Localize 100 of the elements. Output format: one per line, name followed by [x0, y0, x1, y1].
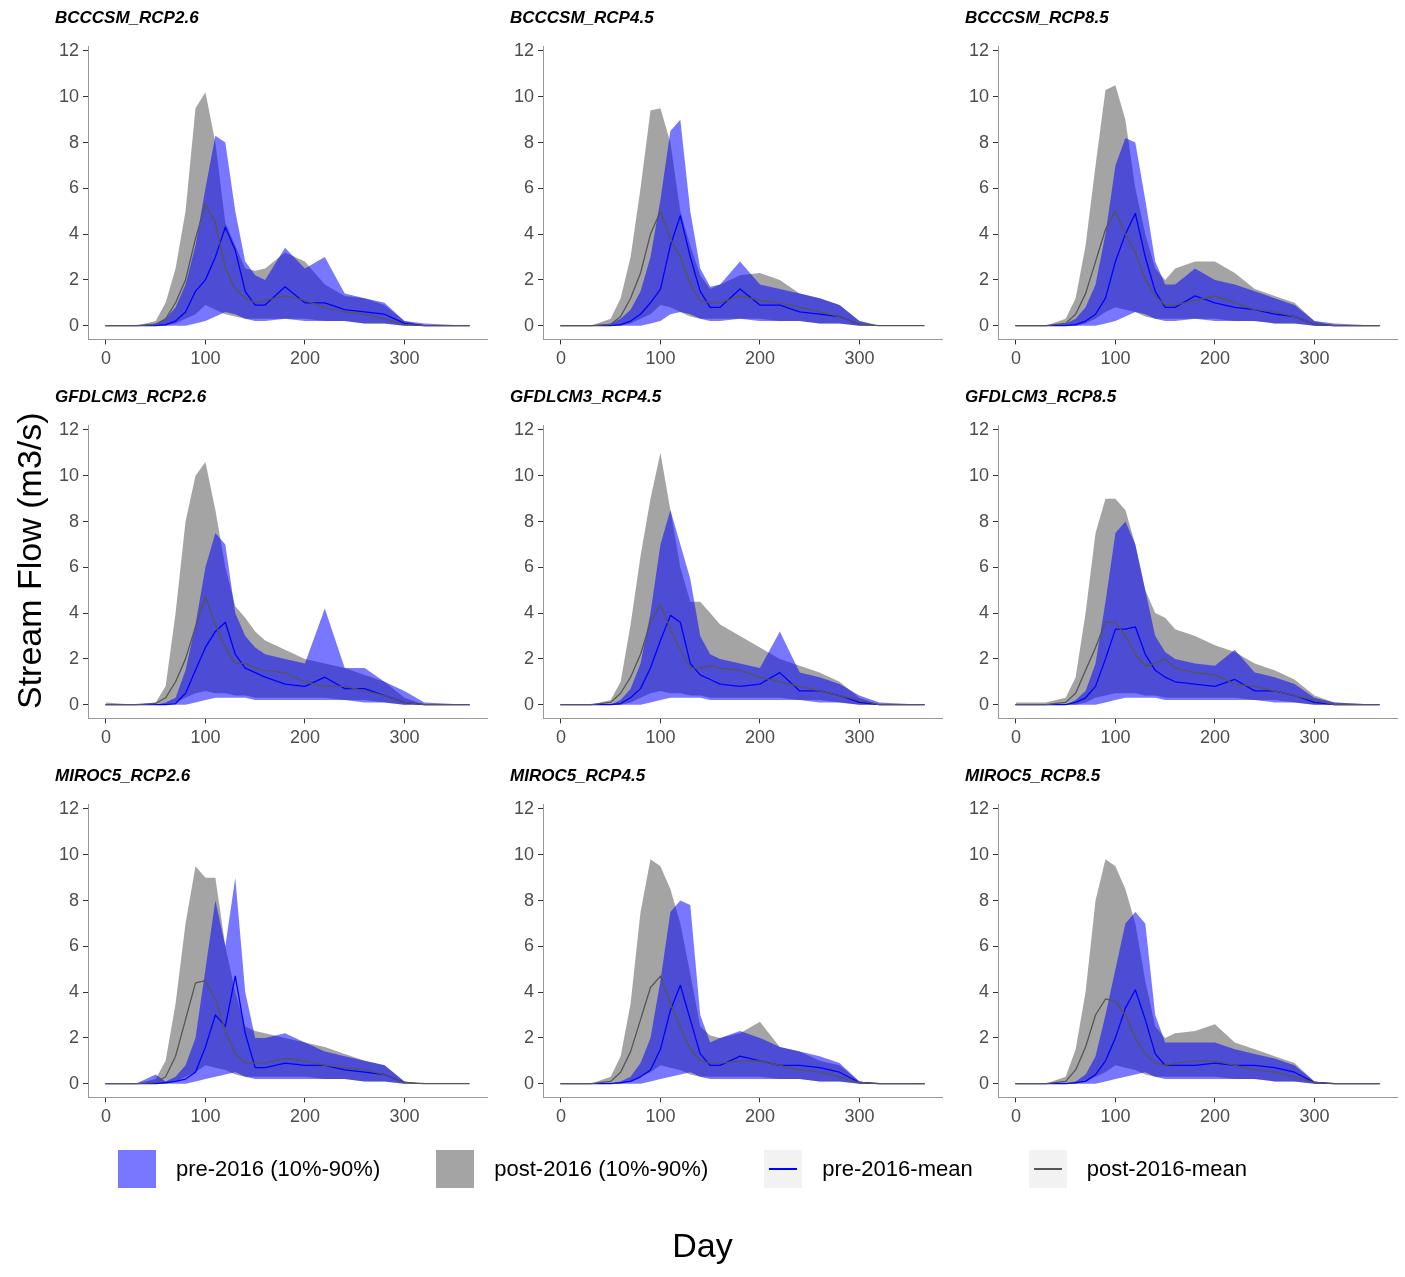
y-tick-label: 10: [968, 464, 990, 485]
y-tick-label: 0: [524, 314, 535, 335]
y-tick-label: 2: [524, 647, 535, 668]
y-tick-label: 12: [58, 418, 80, 439]
y-tick-label: 6: [69, 935, 80, 956]
y-tick-label: 12: [513, 797, 535, 818]
x-tick-label: 0: [100, 1106, 111, 1127]
y-tick-label: 4: [524, 981, 535, 1002]
y-tick-label: 6: [524, 177, 535, 198]
y-tick-label: 10: [58, 85, 80, 106]
x-tick-label: 100: [190, 727, 221, 748]
x-tick-label: 0: [1010, 348, 1021, 369]
x-tick-label: 300: [389, 727, 420, 748]
y-tick-label: 12: [513, 39, 535, 60]
x-tick-label: 0: [1010, 1106, 1021, 1127]
x-tick-label: 300: [1299, 348, 1330, 369]
y-axis-title: Stream Flow (m3/s): [10, 411, 49, 709]
y-tick-label: 12: [58, 797, 80, 818]
y-tick-label: 4: [979, 602, 990, 623]
x-tick-label: 100: [190, 348, 221, 369]
y-tick-label: 4: [979, 223, 990, 244]
y-tick-label: 10: [513, 85, 535, 106]
y-tick-label: 10: [513, 843, 535, 864]
text: post-2016 (10%-90%): [494, 1156, 709, 1182]
y-tick-label: 6: [69, 177, 80, 198]
x-tick-label: 0: [1010, 727, 1021, 748]
x-tick-label: 0: [555, 1106, 566, 1127]
x-tick-label: 100: [1100, 727, 1131, 748]
chart-title: MIROC5_RCP4.5: [510, 765, 646, 785]
y-tick-label: 0: [524, 693, 535, 714]
x-tick-label: 100: [645, 727, 676, 748]
y-tick-label: 4: [69, 602, 80, 623]
x-tick-label: 0: [555, 348, 566, 369]
y-tick-label: 8: [69, 131, 80, 152]
y-tick-label: 4: [979, 981, 990, 1002]
y-tick-label: 8: [524, 131, 535, 152]
x-tick-label: 200: [289, 1106, 320, 1127]
y-tick-label: 0: [69, 1072, 80, 1093]
chart-title: GFDLCM3_RCP8.5: [965, 386, 1117, 406]
chart-title: GFDLCM3_RCP2.6: [55, 386, 207, 406]
y-tick-label: 0: [979, 314, 990, 335]
x-tick-label: 0: [100, 348, 111, 369]
x-tick-label: 300: [389, 1106, 420, 1127]
x-tick-label: 0: [555, 727, 566, 748]
y-tick-label: 8: [979, 889, 990, 910]
y-tick-label: 10: [513, 464, 535, 485]
chart-title: BCCCSM_RCP2.6: [55, 7, 200, 27]
y-tick-label: 12: [968, 797, 990, 818]
x-tick-label: 300: [844, 1106, 875, 1127]
y-tick-label: 6: [524, 556, 535, 577]
chart-title: GFDLCM3_RCP4.5: [510, 386, 662, 406]
y-tick-label: 6: [979, 177, 990, 198]
chart-title: MIROC5_RCP2.6: [55, 765, 191, 785]
y-tick-label: 0: [979, 693, 990, 714]
y-tick-label: 2: [979, 1026, 990, 1047]
x-tick-label: 300: [1299, 1106, 1330, 1127]
x-tick-label: 300: [1299, 727, 1330, 748]
y-tick-label: 4: [524, 223, 535, 244]
y-tick-label: 0: [69, 693, 80, 714]
y-tick-label: 0: [979, 1072, 990, 1093]
x-tick-label: 100: [645, 1106, 676, 1127]
y-tick-label: 4: [524, 602, 535, 623]
y-tick-label: 2: [979, 647, 990, 668]
x-tick-label: 200: [289, 348, 320, 369]
y-tick-label: 6: [524, 935, 535, 956]
y-tick-label: 12: [968, 39, 990, 60]
y-tick-label: 2: [69, 647, 80, 668]
y-tick-label: 2: [524, 268, 535, 289]
chart-title: BCCCSM_RCP4.5: [510, 7, 655, 27]
x-tick-label: 200: [289, 727, 320, 748]
y-tick-label: 2: [69, 268, 80, 289]
x-tick-label: 100: [645, 348, 676, 369]
text: pre-2016 (10%-90%): [176, 1156, 381, 1182]
y-tick-label: 0: [524, 1072, 535, 1093]
y-tick-label: 4: [69, 981, 80, 1002]
y-tick-label: 8: [979, 510, 990, 531]
y-tick-label: 2: [524, 1026, 535, 1047]
y-tick-label: 10: [58, 464, 80, 485]
x-tick-label: 300: [389, 348, 420, 369]
y-tick-label: 8: [69, 510, 80, 531]
x-tick-label: 200: [1199, 348, 1230, 369]
x-tick-label: 200: [1199, 1106, 1230, 1127]
x-tick-label: 200: [744, 727, 775, 748]
x-tick-label: 200: [1199, 727, 1230, 748]
y-tick-label: 12: [58, 39, 80, 60]
x-tick-label: 0: [100, 727, 111, 748]
x-tick-label: 100: [190, 1106, 221, 1127]
x-tick-label: 200: [744, 348, 775, 369]
y-tick-label: 10: [58, 843, 80, 864]
y-tick-label: 12: [513, 418, 535, 439]
y-tick-label: 4: [69, 223, 80, 244]
y-tick-label: 6: [979, 556, 990, 577]
y-tick-label: 6: [69, 556, 80, 577]
x-axis-title: Day: [671, 1226, 734, 1265]
y-tick-label: 8: [524, 889, 535, 910]
y-tick-label: 8: [524, 510, 535, 531]
y-tick-label: 10: [968, 85, 990, 106]
y-tick-label: 12: [968, 418, 990, 439]
y-tick-label: 0: [69, 314, 80, 335]
x-tick-label: 300: [844, 727, 875, 748]
